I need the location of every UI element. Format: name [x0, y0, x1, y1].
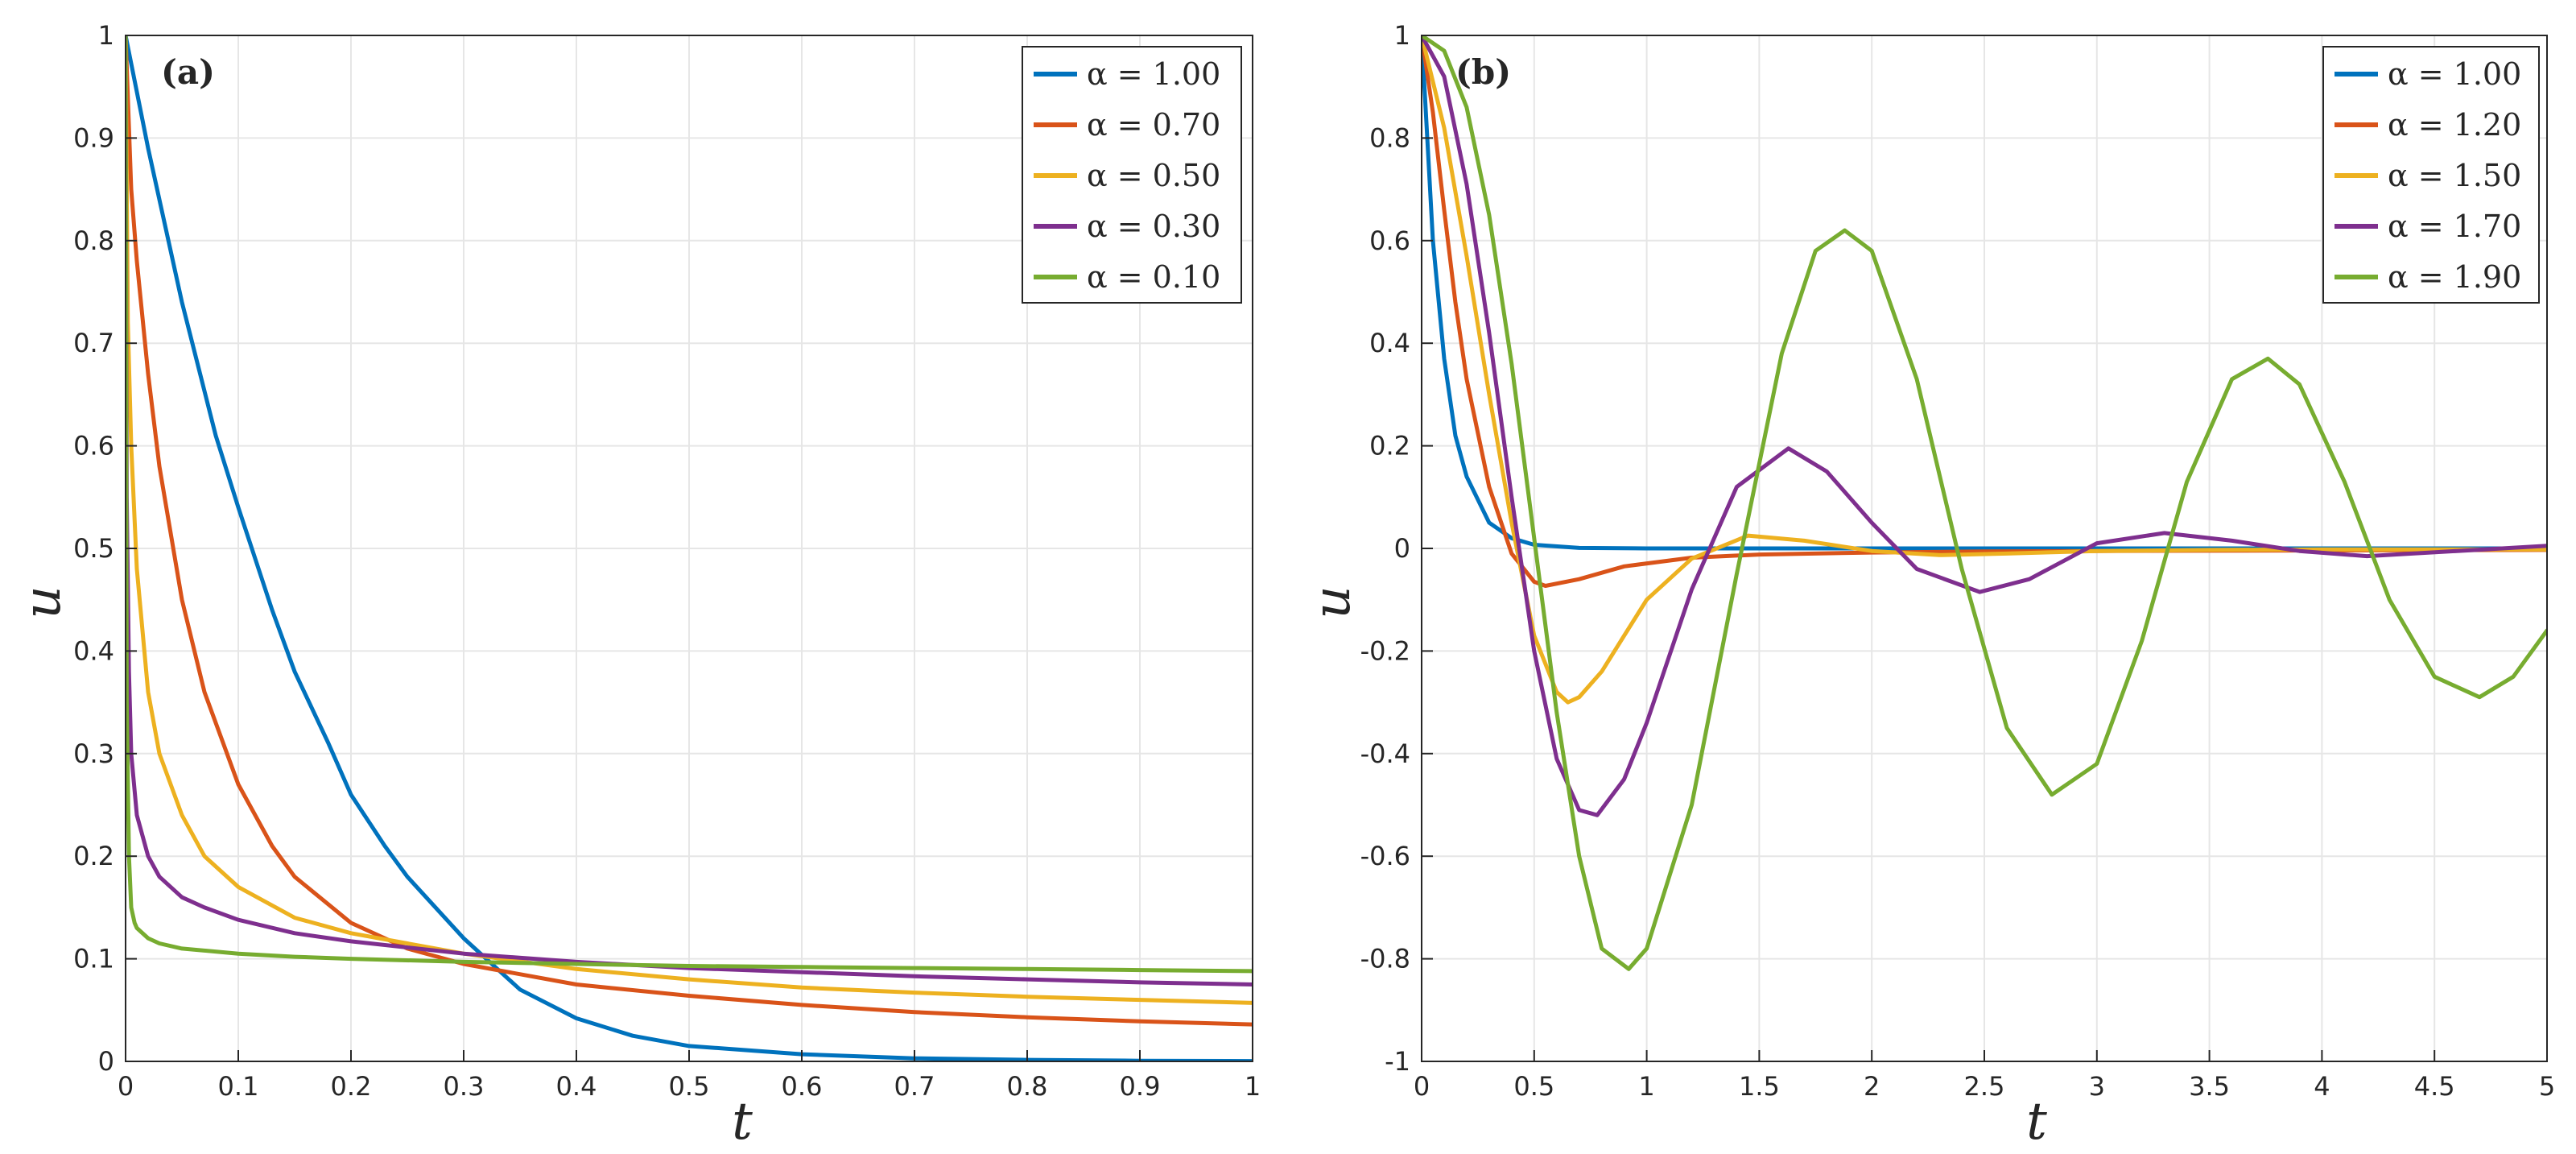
y-tick-label: 0.5 [73, 533, 114, 564]
x-tick-label: 1 [1638, 1071, 1654, 1102]
panel-b: 0 0.5 1 1.5 2 2.5 3 3.5 4 4.5 5 -1 -0.8 -0.6 -0.4 -0.2… [1302, 20, 2555, 1152]
series-line-4 [1422, 35, 2547, 817]
legend-entry: α = 1.90 [2388, 259, 2521, 295]
x-tick-label: 2.5 [1964, 1071, 2005, 1102]
x-tick-label: 4 [2314, 1071, 2330, 1102]
y-tick-label: 1 [1394, 20, 1410, 51]
panel-a-y-ticks: 0 0.1 0.2 0.3 0.4 0.5 0.6 0.7 0.8 0.9 1 [73, 20, 137, 1077]
series-line-1 [126, 35, 1253, 1061]
legend-entry: α = 1.50 [2388, 158, 2521, 193]
x-tick-label: 1 [1245, 1071, 1261, 1102]
legend-entry: α = 1.70 [2388, 209, 2521, 244]
series-line-5 [1422, 35, 2547, 971]
panel-b-y-ticks: -1 -0.8 -0.6 -0.4 -0.2 0 0.2 0.4 0.6 0.8 1 [1360, 20, 1433, 1077]
legend-entry: α = 0.70 [1087, 107, 1220, 143]
y-tick-label: 0.8 [73, 225, 114, 256]
x-tick-label: 0 [1414, 1071, 1430, 1102]
y-tick-label: 0 [1394, 533, 1410, 564]
x-tick-label: 4.5 [2414, 1071, 2455, 1102]
series-line-2 [126, 35, 1253, 1027]
x-tick-label: 0.3 [444, 1071, 485, 1102]
y-tick-label: 0.6 [1369, 225, 1410, 256]
y-tick-label: 0.7 [73, 328, 114, 358]
x-tick-label: 0 [118, 1071, 134, 1102]
y-tick-label: 0.2 [1369, 431, 1410, 461]
panel-b-series [1422, 35, 2547, 971]
y-tick-label: 0.1 [73, 944, 114, 974]
y-tick-label: 0.4 [1369, 328, 1410, 358]
panel-b-x-ticks: 0 0.5 1 1.5 2 2.5 3 3.5 4 4.5 5 [1414, 1050, 2555, 1102]
x-tick-label: 0.2 [331, 1071, 372, 1102]
y-tick-label: 0.9 [73, 122, 114, 153]
legend-entry: α = 0.10 [1087, 259, 1220, 295]
legend-entry: α = 1.20 [2388, 107, 2521, 143]
y-tick-label: -1 [1385, 1046, 1410, 1077]
panel-a-legend: α = 1.00 α = 0.70 α = 0.50 α = 0.30 α = 0.10 [1022, 46, 1242, 304]
series-line-4 [126, 35, 1253, 986]
x-tick-label: 0.5 [1513, 1071, 1554, 1102]
y-tick-label: 0.4 [73, 635, 114, 666]
series-line-3 [126, 35, 1253, 1005]
x-tick-label: 0.9 [1120, 1071, 1161, 1102]
series-line-2 [1422, 35, 2547, 588]
series-line-3 [1422, 35, 2547, 705]
y-tick-label: 0.8 [1369, 122, 1410, 153]
panel-b-legend: α = 1.00 α = 1.20 α = 1.50 α = 1.70 α = 1.90 [2322, 46, 2540, 304]
series-line-1 [1422, 35, 2547, 551]
panel-b-label: (b) [1455, 52, 1511, 92]
x-tick-label: 0.8 [1007, 1071, 1048, 1102]
y-tick-label: 0 [98, 1046, 114, 1077]
legend-entry: α = 0.50 [1087, 158, 1220, 193]
x-tick-label: 3 [2089, 1071, 2105, 1102]
x-tick-label: 2 [1864, 1071, 1880, 1102]
legend-entry: α = 0.30 [1087, 209, 1220, 244]
legend-entry: α = 1.00 [2388, 56, 2521, 92]
panel-b-x-axis-label: t [2026, 1092, 2047, 1152]
y-tick-label: 1 [98, 20, 114, 51]
x-tick-label: 0.1 [218, 1071, 259, 1102]
y-tick-label: -0.8 [1360, 944, 1410, 974]
x-tick-label: 1.5 [1739, 1071, 1780, 1102]
panel-a-x-ticks: 0 0.1 0.2 0.3 0.4 0.5 0.6 0.7 0.8 0.9 1 [118, 1050, 1261, 1102]
panel-b-y-axis-label: u [1302, 585, 1362, 618]
series-line-5 [126, 35, 1253, 974]
panel-a-x-axis-label: t [732, 1092, 753, 1152]
x-tick-label: 0.5 [669, 1071, 710, 1102]
y-tick-label: 0.6 [73, 431, 114, 461]
y-tick-label: 0.3 [73, 738, 114, 769]
x-tick-label: 0.4 [556, 1071, 597, 1102]
y-tick-label: -0.2 [1360, 635, 1410, 666]
x-tick-label: 0.6 [782, 1071, 823, 1102]
panel-a-y-axis-label: u [13, 585, 72, 618]
panel-a: 0 0.1 0.2 0.3 0.4 0.5 0.6 0.7 0.8 0.9 1 0 0.1 0.2 0.3… [13, 20, 1261, 1152]
y-tick-label: 0.2 [73, 841, 114, 871]
legend-entry: α = 1.00 [1087, 56, 1220, 92]
panel-a-label: (a) [161, 52, 215, 92]
panel-a-series [126, 35, 1253, 1061]
x-tick-label: 3.5 [2189, 1071, 2230, 1102]
y-tick-label: -0.6 [1360, 841, 1410, 871]
y-tick-label: -0.4 [1360, 738, 1410, 769]
x-tick-label: 0.7 [894, 1071, 935, 1102]
x-tick-label: 5 [2539, 1071, 2555, 1102]
